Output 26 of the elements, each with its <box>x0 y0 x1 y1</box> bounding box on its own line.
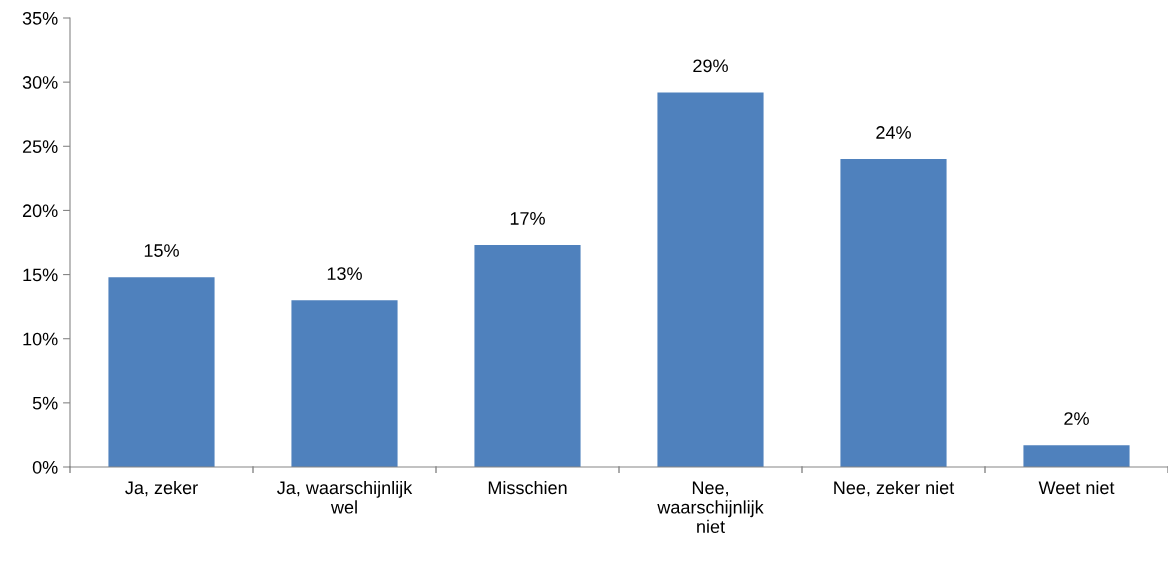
data-label: 15% <box>144 244 179 257</box>
bar <box>108 277 215 467</box>
x-tick-label: Nee, zeker niet <box>834 480 955 497</box>
y-tick-label: 10% <box>23 332 58 346</box>
bar <box>840 159 947 467</box>
bar <box>474 245 581 467</box>
y-tick-label: 30% <box>22 76 58 89</box>
y-tick-label: 0% <box>32 460 58 474</box>
x-tick-label: Misschien <box>488 480 567 495</box>
x-tick-label: Weet niet <box>1038 480 1115 495</box>
y-tick-label: 35% <box>22 11 58 25</box>
y-tick-label: 20% <box>22 204 58 218</box>
data-label: 29% <box>693 59 728 73</box>
bar <box>657 92 764 467</box>
data-label: 24% <box>876 126 911 139</box>
x-tick-label: Nee, waarschijnlijk niet <box>657 481 764 534</box>
y-tick-label: 25% <box>22 140 58 154</box>
data-label: 13% <box>327 267 362 280</box>
y-tick-label: 5% <box>32 396 58 410</box>
y-tick-label: 15% <box>23 268 58 282</box>
bar <box>1023 445 1130 467</box>
data-label: 17% <box>510 212 545 225</box>
data-label: 2% <box>1064 412 1089 425</box>
x-tick-label: Ja, zeker <box>125 480 198 497</box>
x-tick-label: Ja, waarschijnlijk wel <box>277 480 413 514</box>
bar <box>291 300 398 467</box>
